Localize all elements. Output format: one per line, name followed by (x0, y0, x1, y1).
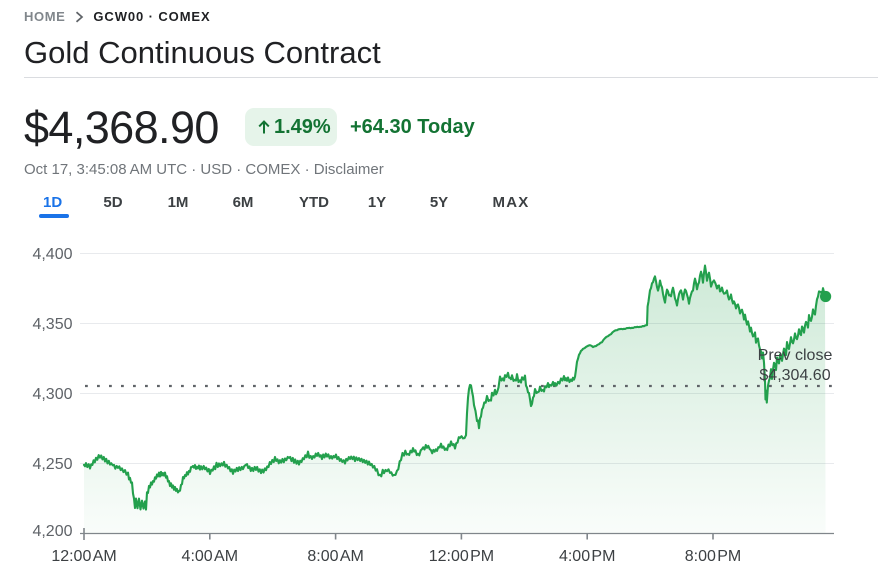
svg-text:12:00 PM: 12:00 PM (429, 548, 494, 565)
svg-text:4,300: 4,300 (32, 386, 72, 403)
svg-text:$4,304.60: $4,304.60 (759, 367, 830, 384)
svg-text:8:00 AM: 8:00 AM (307, 548, 363, 565)
svg-text:4,200: 4,200 (32, 523, 72, 540)
svg-text:4,350: 4,350 (32, 316, 72, 333)
svg-text:4:00 AM: 4:00 AM (182, 548, 238, 565)
svg-text:4:00 PM: 4:00 PM (559, 548, 615, 565)
svg-text:4,400: 4,400 (32, 246, 72, 263)
svg-text:12:00 AM: 12:00 AM (51, 548, 116, 565)
svg-text:8:00 PM: 8:00 PM (685, 548, 741, 565)
svg-text:4,250: 4,250 (32, 456, 72, 473)
svg-text:Prev close: Prev close (758, 347, 833, 364)
